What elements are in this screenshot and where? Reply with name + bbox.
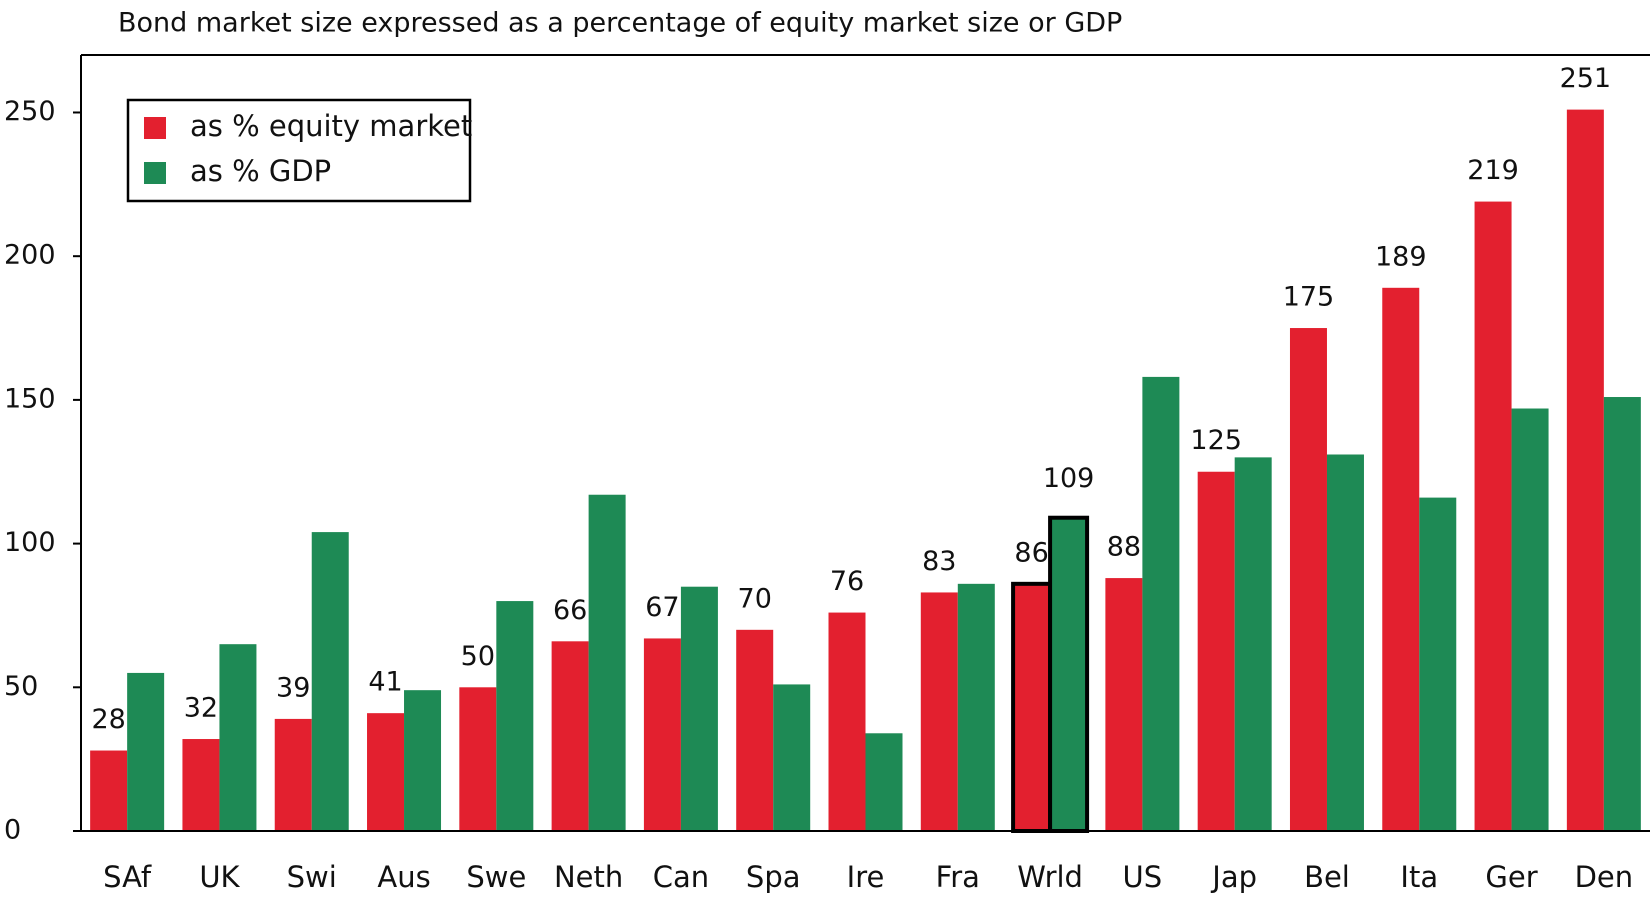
x-tick-label: Swi <box>287 860 337 894</box>
x-tick-label: Den <box>1575 860 1634 894</box>
x-tick-label: Swe <box>466 860 526 894</box>
bar <box>1048 515 1090 834</box>
legend-swatch <box>144 162 166 184</box>
data-label: 28 <box>91 704 125 735</box>
data-label: 125 <box>1190 425 1242 456</box>
x-tick-label: Neth <box>554 860 623 894</box>
legend-swatch <box>144 117 166 139</box>
bar <box>1326 454 1364 831</box>
data-label: 189 <box>1375 241 1427 272</box>
chart-title: Bond market size expressed as a percenta… <box>118 8 1122 39</box>
bar <box>182 739 220 831</box>
bar <box>1197 471 1235 831</box>
bar <box>643 638 681 831</box>
bar <box>367 713 405 831</box>
x-tick-label: Spa <box>746 860 801 894</box>
legend-label: as % equity market <box>190 109 472 143</box>
x-tick-label: Ita <box>1400 860 1438 894</box>
bar <box>680 586 718 831</box>
data-label: 109 <box>1043 463 1095 494</box>
bar <box>1419 497 1457 831</box>
bar <box>496 601 534 831</box>
bar <box>219 644 257 831</box>
data-label: 86 <box>1014 537 1048 568</box>
y-tick-label: 200 <box>4 240 56 271</box>
bar <box>459 687 497 831</box>
data-label: 67 <box>645 592 679 623</box>
data-label: 251 <box>1560 63 1612 94</box>
data-label: 50 <box>461 641 495 672</box>
x-tick-label: Fra <box>936 860 980 894</box>
x-tick-label: UK <box>199 860 240 894</box>
data-label: 175 <box>1283 282 1335 313</box>
bar <box>1289 328 1327 831</box>
legend-box <box>126 98 472 203</box>
y-tick-label: 50 <box>4 671 38 702</box>
bar <box>773 684 811 831</box>
y-tick-label: 100 <box>4 527 56 558</box>
data-label: 32 <box>184 693 218 724</box>
bar <box>311 532 349 831</box>
bar <box>1566 109 1604 831</box>
bar <box>1142 376 1180 831</box>
x-tick-label: Ger <box>1485 860 1537 894</box>
bar <box>736 629 774 831</box>
x-tick-label: Bel <box>1304 860 1350 894</box>
y-tick-label: 250 <box>4 96 56 127</box>
bar <box>957 583 995 831</box>
bar <box>920 592 958 831</box>
data-label: 39 <box>276 672 310 703</box>
x-tick-label: Can <box>653 860 709 894</box>
y-tick-label: 0 <box>4 815 21 846</box>
bar <box>1382 287 1420 831</box>
data-label: 219 <box>1467 155 1519 186</box>
data-label: 66 <box>553 595 587 626</box>
data-label: 76 <box>830 566 864 597</box>
data-label: 41 <box>368 667 402 698</box>
bar <box>1511 408 1549 831</box>
bar <box>1234 457 1272 831</box>
bar <box>551 641 589 831</box>
x-tick-label: Jap <box>1210 860 1257 894</box>
x-tick-label: Wrld <box>1017 860 1083 894</box>
bar <box>274 718 312 831</box>
data-label: 88 <box>1107 532 1141 563</box>
bar <box>404 690 442 831</box>
x-tick-label: Aus <box>377 860 430 894</box>
data-label: 70 <box>738 583 772 614</box>
y-tick-label: 150 <box>4 383 56 414</box>
bar <box>1011 581 1053 834</box>
x-tick-label: SAf <box>103 860 152 894</box>
bar <box>1105 578 1143 831</box>
bar <box>90 750 128 831</box>
data-label: 83 <box>922 546 956 577</box>
legend-label: as % GDP <box>190 154 331 188</box>
bar <box>127 672 165 831</box>
bar <box>828 612 866 831</box>
bar <box>1474 201 1512 832</box>
x-tick-label: Ire <box>847 860 885 894</box>
bar <box>1603 397 1641 831</box>
x-tick-label: US <box>1123 860 1163 894</box>
bar <box>588 494 626 831</box>
bar <box>865 733 903 831</box>
